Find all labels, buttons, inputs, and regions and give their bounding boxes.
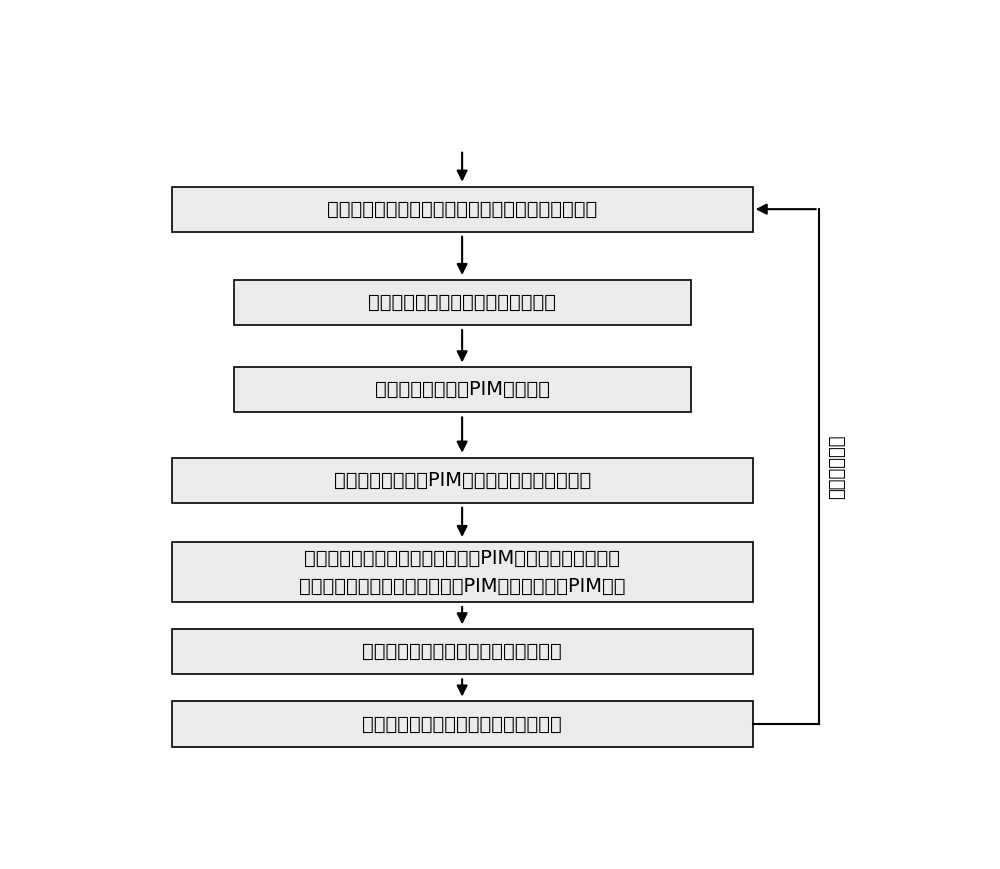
- FancyBboxPatch shape: [172, 701, 753, 746]
- Text: 在导频时隙，估计PIM干扰耦合的信道冲激响应: 在导频时隙，估计PIM干扰耦合的信道冲激响应: [334, 471, 591, 489]
- FancyBboxPatch shape: [172, 458, 753, 503]
- FancyBboxPatch shape: [234, 368, 691, 413]
- FancyBboxPatch shape: [172, 187, 753, 232]
- Text: 得到修正后的上行信号，即完成了对消: 得到修正后的上行信号，即完成了对消: [362, 714, 562, 733]
- Text: 利用导频时隙的估计结果进行信道均衡: 利用导频时隙的估计结果进行信道均衡: [362, 642, 562, 661]
- Text: 导频时隙根据已知导频估计空间链路的信道冲激响应: 导频时隙根据已知导频估计空间链路的信道冲激响应: [327, 200, 597, 219]
- FancyBboxPatch shape: [172, 629, 753, 674]
- FancyBboxPatch shape: [234, 280, 691, 325]
- FancyBboxPatch shape: [172, 542, 753, 602]
- Text: 去除导频时隙接收信号中的导频成分: 去除导频时隙接收信号中的导频成分: [368, 293, 556, 312]
- Text: 在数据传输时隙，利用已估计出的PIM信号参数及耦合信道
冲激响应，估计数据传输时隙的PIM信号，并去除PIM信号: 在数据传输时隙，利用已估计出的PIM信号参数及耦合信道 冲激响应，估计数据传输时…: [299, 548, 625, 595]
- Text: 下一导频时隙: 下一导频时隙: [828, 434, 846, 499]
- Text: 在导频时隙，估计PIM信号参数: 在导频时隙，估计PIM信号参数: [375, 381, 550, 400]
